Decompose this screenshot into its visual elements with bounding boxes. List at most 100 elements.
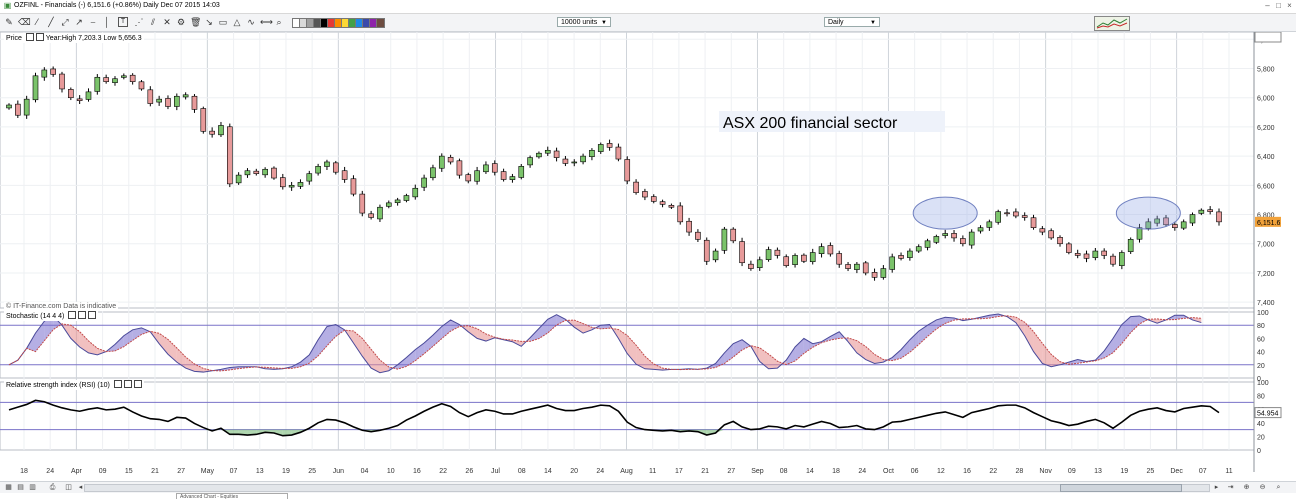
fit-icon[interactable]: ⇥	[1226, 483, 1235, 492]
hline-icon[interactable]: ⎯	[88, 17, 98, 27]
layout-icon[interactable]: ▤	[16, 483, 25, 492]
candle-down	[952, 233, 957, 238]
candle-up	[589, 150, 594, 156]
x-tick-label: Aug	[620, 468, 633, 475]
candle-up	[439, 156, 444, 168]
x-tick-label: 16	[413, 468, 421, 475]
y-tick-label: 60	[1257, 336, 1265, 343]
text-icon[interactable]: T	[118, 17, 128, 27]
camera-icon[interactable]: ◫	[64, 483, 73, 492]
pencil-icon[interactable]	[114, 380, 122, 388]
window-icon[interactable]	[36, 33, 44, 41]
candle-down	[139, 82, 144, 89]
y-tick-label: 5,800	[1257, 67, 1275, 74]
candle-down	[775, 250, 780, 255]
eraser-icon[interactable]: ⌫	[18, 17, 28, 27]
window-icon[interactable]	[124, 380, 132, 388]
minimize-icon[interactable]: –	[1263, 1, 1272, 10]
candle-up	[581, 156, 586, 162]
maximize-icon[interactable]: □	[1274, 1, 1283, 10]
period-select-value: Daily	[828, 19, 844, 26]
time-scrollbar[interactable]: ▦ ▤ ▥ ⎙ ◫ ◂ ▸ ⇥ ⊕ ⊖ ⌕	[0, 481, 1296, 493]
trend-icon[interactable]: ↗	[74, 17, 84, 27]
period-select[interactable]: Daily▼	[824, 17, 880, 27]
y-tick-label: 6,600	[1257, 183, 1275, 190]
candle-up	[1199, 210, 1204, 213]
measure-icon[interactable]: ⟷	[260, 17, 270, 27]
zoom-icon[interactable]: ⌕	[274, 17, 284, 27]
triangle-icon[interactable]: △	[232, 17, 242, 27]
trash-icon[interactable]: 🗑	[190, 17, 200, 27]
candle-up	[757, 260, 762, 268]
candle-up	[413, 188, 418, 197]
zoom-in-icon[interactable]: ⊕	[1242, 483, 1251, 492]
pencil-icon[interactable]	[68, 311, 76, 319]
candle-up	[978, 228, 983, 231]
candle-down	[210, 131, 215, 134]
close-icon[interactable]	[134, 380, 142, 388]
scroll-thumb[interactable]	[1060, 484, 1182, 492]
vline-icon[interactable]: │	[102, 17, 112, 27]
candle-down	[1066, 244, 1071, 253]
candle-down	[165, 98, 170, 106]
candle-up	[598, 144, 603, 151]
chart-logo-icon[interactable]	[1094, 16, 1130, 31]
wave-icon[interactable]: ∿	[246, 17, 256, 27]
x-tick-label: 14	[544, 468, 552, 475]
x-tick-label: 15	[125, 468, 133, 475]
line-icon[interactable]: ╱	[46, 17, 56, 27]
candle-up	[121, 76, 126, 78]
candle-down	[899, 255, 904, 258]
candle-down	[369, 214, 374, 218]
candle-down	[1102, 251, 1107, 255]
close-icon[interactable]: ×	[1285, 1, 1294, 10]
pencil-icon[interactable]	[26, 33, 34, 41]
units-select[interactable]: 10000 units▼	[557, 17, 611, 27]
arrow-icon[interactable]: ↘	[204, 17, 214, 27]
x-tick-label: 25	[1147, 468, 1155, 475]
candle-up	[881, 269, 886, 278]
scroll-right-icon[interactable]: ▸	[1212, 483, 1221, 492]
pencil-icon[interactable]: ✎	[4, 17, 14, 27]
close-icon[interactable]	[88, 311, 96, 319]
color-swatch[interactable]	[376, 18, 385, 28]
x-tick-label: 20	[570, 468, 578, 475]
candle-down	[651, 197, 656, 202]
x-tick-label: 08	[518, 468, 526, 475]
window-icon[interactable]	[78, 311, 86, 319]
print-icon[interactable]: ⎙	[48, 483, 57, 492]
x-tick-label: 11	[1225, 468, 1232, 475]
y-tick-label: 100	[1257, 310, 1269, 317]
x-tick-label: Oct	[883, 468, 894, 475]
candle-down	[254, 171, 259, 173]
candle-up	[819, 247, 824, 254]
candle-up	[7, 105, 12, 108]
x-tick-label: 24	[596, 468, 604, 475]
stochastic-panel-label: Stochastic (14 4 4)	[4, 311, 98, 321]
channel-icon[interactable]: ⫽	[148, 17, 158, 27]
cross-icon[interactable]: ✕	[162, 17, 172, 27]
candle-up	[528, 158, 533, 165]
zoom-icon[interactable]: ⌕	[1274, 483, 1283, 492]
x-tick-label: 24	[46, 468, 54, 475]
stochastic-fill	[557, 315, 566, 325]
brush-icon[interactable]: ⁄	[32, 17, 42, 27]
layout-icon[interactable]: ▥	[28, 483, 37, 492]
fib-icon[interactable]: ⋰	[134, 17, 144, 27]
candle-down	[1075, 253, 1080, 255]
stochastic-label: Stochastic (14 4 4)	[6, 313, 64, 320]
shape-icon[interactable]: ▭	[218, 17, 228, 27]
layout-icon[interactable]: ▦	[4, 483, 13, 492]
zoom-out-icon[interactable]: ⊖	[1258, 483, 1267, 492]
gear-icon[interactable]: ⚙	[176, 17, 186, 27]
scroll-track[interactable]	[84, 484, 1210, 492]
candle-up	[324, 162, 329, 167]
candle-down	[1208, 210, 1213, 212]
x-tick-label: 06	[911, 468, 919, 475]
price-panel-label: Price Year:High 7,203.3 Low 5,656.3	[4, 33, 144, 43]
ray-icon[interactable]: ⤢	[60, 17, 70, 27]
bottom-tab[interactable]: Advanced Chart - Equities	[176, 493, 288, 499]
candle-down	[669, 205, 674, 207]
